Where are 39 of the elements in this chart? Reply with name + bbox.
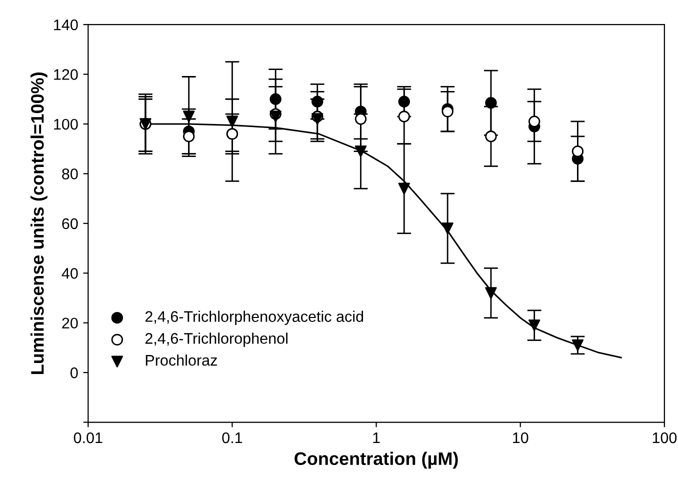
point [398,110,410,122]
x-axis-title: Concentration (µM) [294,452,458,469]
y-tick-label: 60 [62,218,78,230]
point [572,339,584,352]
point [226,116,238,128]
legend-label: 2,4,6-Trichlorphenoxyacetic acid [145,310,364,325]
point [485,287,497,299]
y-axis-title: Luminiscense units (control=100%) [30,72,48,374]
point [442,222,454,234]
point [354,145,367,158]
x-tick-label: 0.1 [222,432,242,444]
point [572,145,584,158]
legend-label: Prochloraz [146,354,217,366]
y-tick-label: 40 [62,268,78,279]
legend-label: 2,4,6-Trichlorophenol [145,332,288,347]
point [485,97,497,109]
point [312,96,324,108]
x-tick-label: 1 [373,432,380,444]
point [485,130,497,142]
point [312,113,324,125]
x-tick-label: 100 [652,432,677,444]
x-tick-label: 0.01 [74,432,102,444]
point [528,319,540,332]
point [183,110,195,122]
x-tick-label: 10 [513,432,528,444]
y-tick-label: 120 [54,69,78,80]
point [528,116,540,128]
point [270,110,282,122]
point [442,106,454,118]
point [354,113,367,125]
y-tick-label: 80 [62,168,78,180]
point [270,93,282,105]
y-tick-label: 0 [70,367,78,378]
point [398,182,410,194]
y-tick-label: 140 [54,19,78,30]
point [398,96,410,108]
y-tick-label: 20 [62,318,78,329]
point [183,130,195,142]
y-tick-label: 100 [54,118,78,130]
